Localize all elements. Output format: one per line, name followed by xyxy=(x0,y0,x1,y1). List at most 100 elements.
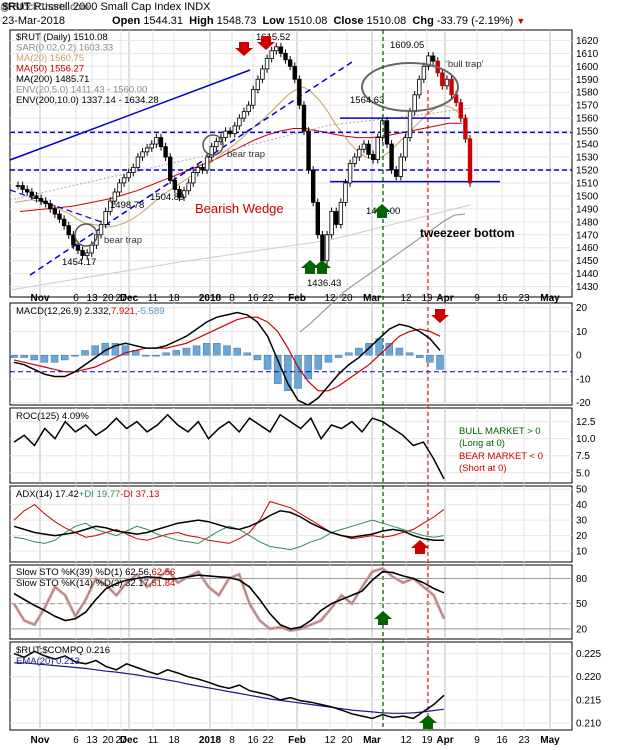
candle xyxy=(29,191,35,197)
candle xyxy=(343,182,348,203)
candle xyxy=(108,200,113,212)
y-tick-label: 1430 xyxy=(576,282,599,293)
up-arrow-icon xyxy=(374,611,392,625)
macd-histogram-bar xyxy=(243,352,252,356)
y-tick-label: 20 xyxy=(576,531,588,542)
note-short-at-zero: (Short at 0) xyxy=(459,463,507,474)
x-axis-label-mid: 18 xyxy=(168,293,180,304)
macd-histogram-bar xyxy=(314,354,323,370)
trend-line-upper xyxy=(9,69,251,161)
legend-entry: SAR(0.02,0.2) 1603.33 xyxy=(16,43,113,54)
x-axis-label-bottom: 11 xyxy=(148,735,159,746)
x-axis-label-mid: 2018 xyxy=(199,293,222,304)
candle xyxy=(430,55,436,62)
candle xyxy=(80,249,85,256)
x-axis-label-bottom: Feb xyxy=(288,735,306,746)
note-bear-market: BEAR MARKET < 0 xyxy=(459,451,543,462)
y-tick-label: 20 xyxy=(576,303,588,314)
candle xyxy=(172,179,178,190)
candle xyxy=(264,58,270,70)
legend-entry: MACD(12,26,9) 2.332, xyxy=(16,306,111,317)
candle xyxy=(154,137,159,145)
low-label: Low xyxy=(262,15,285,27)
candle xyxy=(144,147,150,153)
macd-histogram-bar xyxy=(405,352,414,356)
up-arrow-icon xyxy=(411,540,429,554)
candle xyxy=(131,166,136,173)
annotation-bear-trap-2: bear trap xyxy=(227,149,265,160)
note-bull-market: BULL MARKET > 0 xyxy=(459,426,541,437)
candle xyxy=(232,125,237,135)
candle xyxy=(158,137,164,148)
x-axis-label-mid: 19 xyxy=(421,293,433,304)
x-axis-label-bottom: Apr xyxy=(436,735,453,746)
macd-histogram-bar xyxy=(91,345,99,356)
plus-di-line xyxy=(13,519,445,551)
high-label: High xyxy=(189,15,214,27)
legend-entry: $RUT:$COMPQ 0.216 xyxy=(16,645,110,656)
panel-frame xyxy=(9,564,573,640)
x-axis-label-bottom: 13 xyxy=(86,735,98,746)
x-axis-label-mid: 16 xyxy=(247,293,259,304)
y-tick-label: 1560 xyxy=(576,114,599,125)
macd-histogram-bar xyxy=(415,354,424,358)
candle xyxy=(186,182,191,192)
x-axis-label-bottom: 12 xyxy=(400,735,412,746)
y-tick-label: -20 xyxy=(576,398,591,409)
chg-value: -33.79 (-2.19%) xyxy=(436,15,514,27)
candle xyxy=(168,156,173,181)
down-arrow-icon xyxy=(431,309,449,323)
candle xyxy=(357,148,362,158)
y-tick-label: 1460 xyxy=(576,243,599,254)
x-axis-label-bottom: 19 xyxy=(421,735,433,746)
y-tick-label: 1450 xyxy=(576,256,599,267)
y-tick-label: 0.215 xyxy=(576,695,601,706)
price-label: 1436.43 xyxy=(307,278,341,289)
x-axis-label-mid: 20 xyxy=(341,293,353,304)
exchange-label: INDX xyxy=(184,1,211,13)
up-arrow-icon xyxy=(301,260,319,274)
candle xyxy=(223,130,228,138)
y-tick-label: 0.210 xyxy=(576,719,601,730)
x-axis-label-mid: 9 xyxy=(474,293,480,304)
candle xyxy=(375,137,380,161)
y-tick-label: 7.5 xyxy=(576,451,590,462)
candle xyxy=(227,130,233,135)
annotation-bull-trap: 'bull trap' xyxy=(446,59,484,70)
candle xyxy=(320,234,325,262)
symbol-label: $RUT xyxy=(2,1,31,13)
down-triangle-icon: ▼ xyxy=(516,16,526,26)
low-value: 1510.08 xyxy=(287,15,328,27)
x-axis-label-bottom: Mar xyxy=(363,735,381,746)
price-label: 1454.17 xyxy=(62,257,96,268)
x-axis-label-bottom: 22 xyxy=(262,735,274,746)
open-value: 1544.31 xyxy=(143,15,183,27)
x-axis-label-bottom: 8 xyxy=(229,735,235,746)
bear-trap-circle-2 xyxy=(202,134,224,156)
x-axis-label-mid: 22 xyxy=(262,293,274,304)
candle xyxy=(140,151,145,158)
candle xyxy=(458,102,463,119)
x-axis-label-mid: Nov xyxy=(31,293,50,304)
legend-entry: 51.84 xyxy=(152,578,176,589)
macd-histogram-bar xyxy=(192,345,201,356)
candle xyxy=(103,211,108,225)
macd-histogram-bar xyxy=(344,352,353,356)
x-axis-label-mid: Dec xyxy=(120,293,139,304)
candle xyxy=(246,104,251,113)
candle xyxy=(389,143,394,171)
annotation-bearish-wedge: Bearish Wedge xyxy=(195,201,284,216)
candle xyxy=(417,78,422,96)
y-tick-label: 12.5 xyxy=(576,417,596,428)
y-tick-label: 1520 xyxy=(576,165,599,176)
date-label: 23-Mar-2018 xyxy=(2,15,65,27)
candle xyxy=(255,78,261,91)
candle xyxy=(361,143,367,150)
macd-histogram-bar xyxy=(263,354,272,370)
bull-trap-ellipse xyxy=(361,62,459,112)
y-tick-label: 40 xyxy=(576,500,588,511)
candle xyxy=(89,244,94,254)
y-tick-label: 1620 xyxy=(576,36,599,47)
y-tick-label: 50 xyxy=(576,599,588,610)
candle xyxy=(440,72,445,87)
